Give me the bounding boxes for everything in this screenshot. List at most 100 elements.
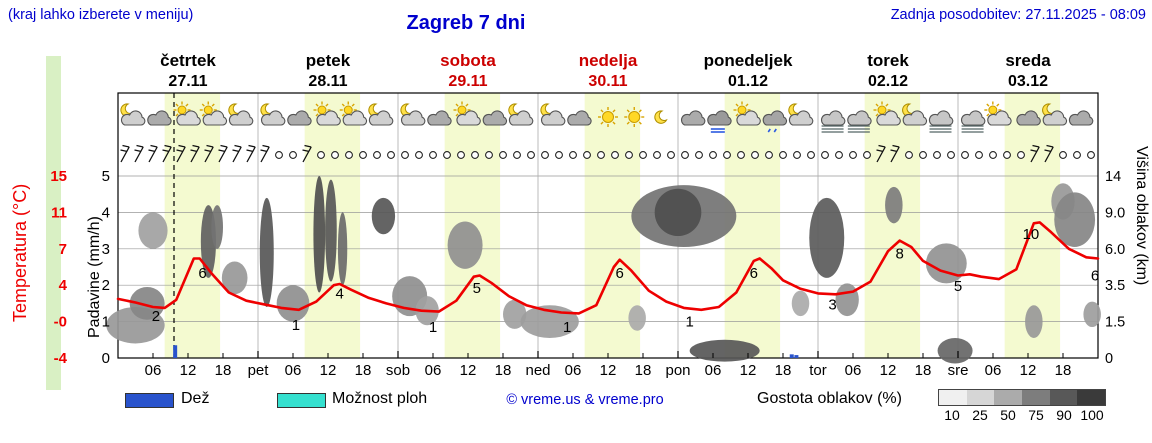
weather-icon-moon-cloud: [1042, 103, 1068, 126]
cloud-blob: [937, 337, 973, 364]
rain-bar: [794, 355, 799, 358]
wind-calm-symbol: [723, 151, 731, 159]
weather-icon-cloud: [482, 110, 508, 126]
weather-icon-sun-cloud: [873, 101, 901, 126]
cloud-blob: [371, 197, 396, 235]
location-menu-hint[interactable]: (kraj lahko izberete v meniju): [8, 7, 194, 23]
wind-calm-symbol: [373, 151, 381, 159]
cloud-blob: [654, 188, 702, 237]
x-hour-label: 06: [705, 362, 722, 379]
wind-barb: [246, 144, 256, 163]
wind-calm-symbol: [947, 151, 955, 159]
temp-value-label: 1: [563, 319, 571, 336]
weather-icon-moon-cloud: [228, 103, 254, 126]
day-name: ponedeljek: [704, 51, 793, 70]
wind-barb: [876, 144, 886, 163]
wind-barb: [302, 144, 312, 163]
weather-icon-sun-cloud: [984, 101, 1012, 126]
last-update-text: Zadnja posodobitev: 27.11.2025 - 08:09: [890, 7, 1146, 23]
wind-calm-symbol: [499, 151, 507, 159]
cloud-density-scale-values: 10 25 50 75 90 100: [938, 407, 1106, 423]
x-day-abbr: sre: [948, 362, 969, 379]
weather-icon-moon-cloud: [788, 103, 814, 126]
wind-calm-symbol: [933, 151, 941, 159]
x-hour-label: 12: [460, 362, 477, 379]
wind-calm-symbol: [1017, 151, 1025, 159]
wind-calm-symbol: [681, 151, 689, 159]
x-hour-label: 18: [635, 362, 652, 379]
wind-calm-symbol: [863, 151, 871, 159]
temp-value-label: 1: [429, 319, 437, 336]
precip-axis-tick: 0: [102, 350, 110, 367]
day-date: 30.11: [588, 73, 627, 90]
wind-calm-symbol: [317, 151, 325, 159]
temp-value-label: 6: [750, 265, 758, 282]
day-name: petek: [306, 51, 351, 70]
x-hour-label: 18: [355, 362, 372, 379]
cloud-blob: [325, 179, 337, 282]
wind-barb: [218, 144, 228, 163]
copyright-link[interactable]: © vreme.us & vreme.pro: [506, 392, 664, 408]
daylight-band: [724, 93, 781, 358]
cloud-axis-tick: 1.5: [1105, 315, 1125, 331]
showers-legend-swatch: [277, 393, 326, 408]
wind-calm-symbol: [919, 151, 927, 159]
wind-calm-symbol: [611, 151, 619, 159]
x-hour-label: 18: [775, 362, 792, 379]
precip-axis-tick: 3: [102, 241, 110, 258]
cloud-blob: [835, 283, 859, 317]
x-hour-label: 06: [145, 362, 162, 379]
x-hour-label: 12: [740, 362, 757, 379]
rain-legend-label: Dež: [181, 390, 210, 407]
temp-axis-tick: -0: [54, 314, 67, 331]
wind-calm-symbol: [737, 151, 745, 159]
weather-icon-fog-cloud: [847, 110, 872, 133]
weather-icon-cloud: [1016, 110, 1041, 126]
weather-icon-sun-cloud: [173, 101, 201, 126]
weather-icon-moon-cloud: [400, 103, 426, 126]
daylight-band: [864, 93, 921, 358]
x-hour-label: 06: [985, 362, 1002, 379]
day-name: sreda: [1005, 51, 1051, 70]
wind-calm-symbol: [1003, 151, 1011, 159]
cloud-blob: [138, 212, 168, 249]
weather-icon-moon-cloud: [508, 103, 534, 126]
cloud-scale-value: 90: [1056, 407, 1072, 423]
x-day-abbr: pet: [248, 362, 270, 379]
cloud-blob: [885, 186, 903, 224]
temp-value-label: 5: [954, 278, 962, 295]
wind-calm-symbol: [387, 151, 395, 159]
wind-calm-symbol: [961, 151, 969, 159]
temp-value-label: 6: [1091, 267, 1099, 284]
wind-barb: [260, 144, 270, 163]
wind-calm-symbol: [779, 151, 787, 159]
temp-value-label: 3: [828, 296, 836, 313]
weather-icon-cloud: [427, 110, 452, 126]
precip-axis-tick: 1: [102, 314, 110, 331]
wind-calm-symbol: [275, 151, 283, 159]
wind-calm-symbol: [513, 151, 521, 159]
x-day-abbr: pon: [665, 362, 690, 379]
wind-barb: [176, 144, 186, 163]
weather-icon-cloud: [1068, 110, 1094, 126]
cloud-scale-value: 25: [972, 407, 988, 423]
temp-axis-tick: 15: [50, 168, 67, 185]
weather-icon-cloud: [680, 110, 706, 126]
weather-icon-moon-cloud: [260, 103, 286, 126]
weather-icon-cloud: [147, 110, 172, 126]
wind-calm-symbol: [569, 151, 577, 159]
rain-bar: [173, 345, 178, 358]
day-name: torek: [867, 51, 909, 70]
cloud-blob: [1083, 301, 1101, 328]
x-hour-label: 18: [495, 362, 512, 379]
cloud-blob: [809, 197, 845, 278]
cloud-axis-tick: 0: [1105, 351, 1113, 367]
wind-calm-symbol: [1087, 151, 1095, 159]
wind-calm-symbol: [331, 151, 339, 159]
rain-legend-swatch: [125, 393, 174, 408]
page-title: Zagreb 7 dni: [406, 12, 526, 34]
cloud-blob: [211, 205, 224, 249]
temp-axis-tick: -4: [54, 350, 68, 367]
wind-calm-symbol: [1073, 151, 1081, 159]
x-hour-label: 12: [600, 362, 617, 379]
